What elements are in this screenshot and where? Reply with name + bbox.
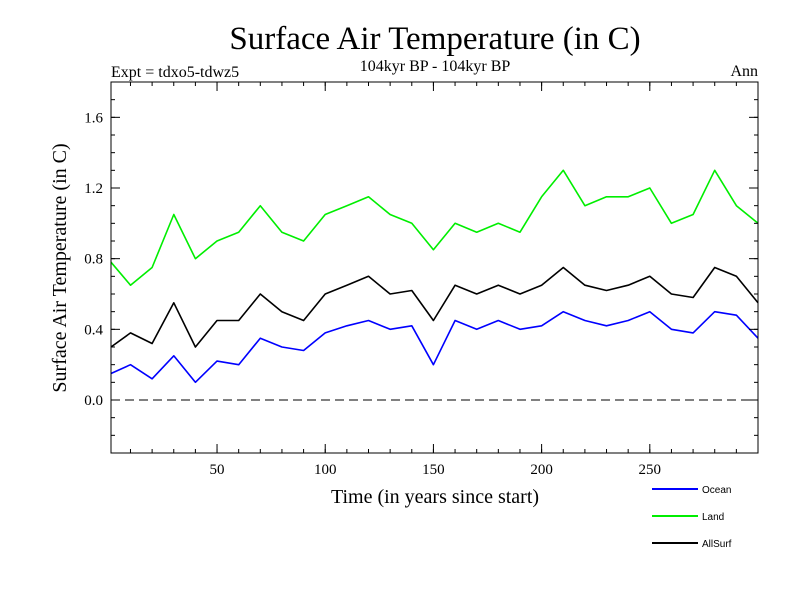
x-tick-label: 100 <box>314 462 337 478</box>
x-tick-label: 150 <box>422 462 445 478</box>
legend: Ocean Land AllSurf <box>652 485 732 550</box>
x-tick-label: 200 <box>530 462 553 478</box>
y-axis-label: Surface Air Temperature (in C) <box>49 143 71 392</box>
y-tick-label: 0.8 <box>84 252 103 268</box>
y-tick-label: 0.0 <box>84 393 103 409</box>
plot-area: 50 100 150 200 250 0.0 0.4 0.8 1.2 1.6 <box>84 81 759 478</box>
x-tick-label: 50 <box>210 462 225 478</box>
plot-frame <box>110 81 759 454</box>
y-tick-label: 0.4 <box>84 322 103 338</box>
experiment-note: Expt = tdxo5-tdwz5 <box>111 64 239 81</box>
legend-label-allsurf: AllSurf <box>702 539 732 550</box>
chart-subtitle: 104kyr BP - 104kyr BP <box>360 58 511 75</box>
legend-label-ocean: Ocean <box>702 485 731 496</box>
x-axis-label: Time (in years since start) <box>331 486 539 508</box>
series-line-ocean <box>110 310 759 384</box>
legend-label-land: Land <box>702 512 724 523</box>
x-tick-label: 250 <box>639 462 662 478</box>
season-note: Ann <box>730 63 758 80</box>
y-tick-label: 1.6 <box>84 110 103 126</box>
y-tick-label: 1.2 <box>84 181 103 197</box>
series-line-allsurf <box>110 266 759 348</box>
chart-title: Surface Air Temperature (in C) <box>229 21 640 57</box>
series-line-land <box>110 169 759 287</box>
